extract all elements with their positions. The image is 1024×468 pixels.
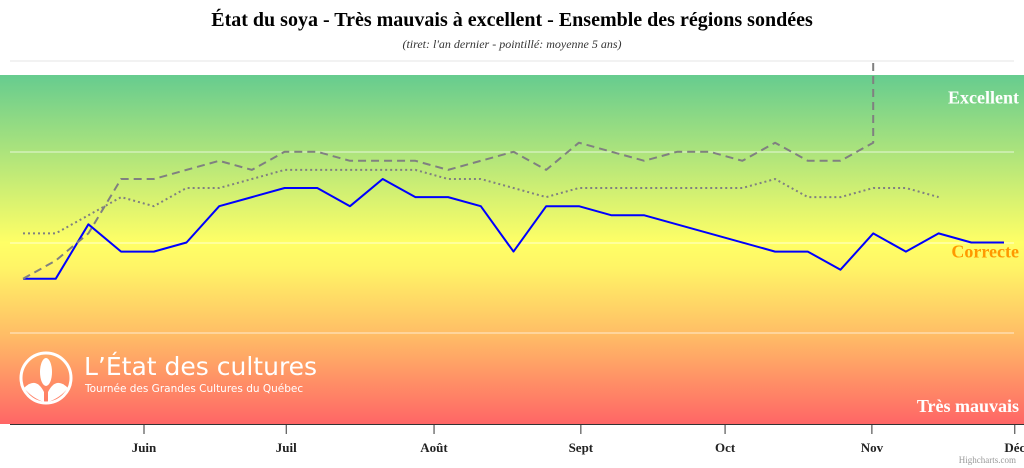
x-tick-label: Nov bbox=[861, 440, 884, 455]
x-tick-label: Déc bbox=[1004, 440, 1024, 455]
x-tick-label: Oct bbox=[715, 440, 736, 455]
x-tick-label: Sept bbox=[569, 440, 594, 455]
logo-circle bbox=[19, 351, 73, 405]
chart-title: État du soya - Très mauvais à excellent … bbox=[211, 8, 813, 31]
logo: L’État des cultures Tournée des Grandes … bbox=[19, 351, 317, 405]
chart-subtitle: (tiret: l'an dernier - pointillé: moyenn… bbox=[402, 37, 621, 51]
series-line-dashed[interactable] bbox=[22, 7, 875, 280]
band-label: Très mauvais bbox=[917, 396, 1019, 416]
x-tick-label: Août bbox=[420, 440, 448, 455]
x-tick-label: Juil bbox=[276, 440, 297, 455]
corn-icon bbox=[24, 358, 68, 402]
band-label: Excellent bbox=[948, 87, 1019, 107]
band-label: Correcte bbox=[951, 242, 1019, 262]
series-line-solid[interactable] bbox=[23, 178, 1004, 280]
logo-subtitle: Tournée des Grandes Cultures du Québec bbox=[84, 383, 303, 395]
credits-link[interactable]: Highcharts.com bbox=[959, 455, 1016, 465]
logo-title: L’État des cultures bbox=[84, 352, 317, 381]
x-tick-label: Juin bbox=[132, 440, 157, 455]
series-line-dotted[interactable] bbox=[23, 168, 939, 235]
